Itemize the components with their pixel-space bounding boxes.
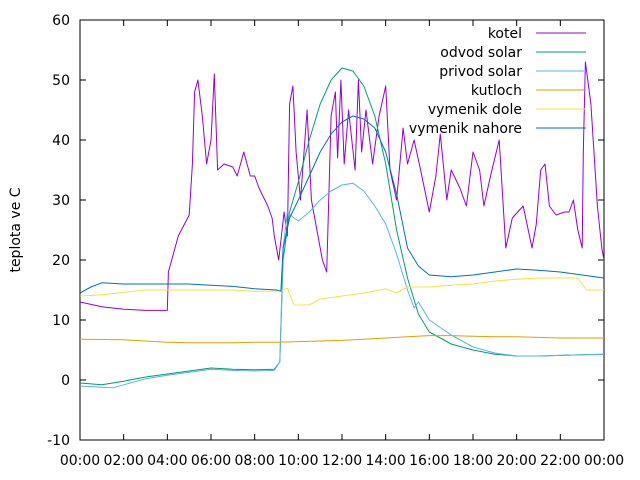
series-layer: [80, 61, 604, 389]
y-axis-label: teplota ve C: [8, 187, 24, 272]
series-line-privod-solar: [80, 182, 604, 389]
y-tick-label: 50: [52, 73, 70, 89]
y-tick-label: -10: [47, 433, 70, 449]
series-line-kutloch: [80, 335, 604, 344]
x-tick-label: 14:00: [365, 453, 405, 469]
legend-label: kutloch: [471, 83, 522, 99]
x-tick-label: 16:00: [409, 453, 449, 469]
series-line-vymenik-nahore: [80, 115, 604, 294]
y-tick-label: 0: [61, 373, 70, 389]
x-tick-label: 18:00: [453, 453, 493, 469]
x-tick-label: 12:00: [322, 453, 362, 469]
x-tick-label: 08:00: [234, 453, 274, 469]
y-tick-label: 20: [52, 253, 70, 269]
x-tick-label: 02:00: [103, 453, 143, 469]
y-axis: -10 0 10 20 30 40 50 60: [47, 13, 604, 449]
x-axis: 00:00 02:00 04:00 06:00 08:00 10:00 12:00 14:00…: [60, 20, 624, 469]
x-tick-label: 00:00: [60, 453, 100, 469]
x-tick-label: 22:00: [540, 453, 580, 469]
x-tick-label: 20:00: [496, 453, 536, 469]
legend-label: vymenik dole: [428, 102, 522, 118]
y-tick-label: 10: [52, 313, 70, 329]
legend: kotel odvod solar privod solar kutloch vymen…: [409, 26, 586, 137]
y-tick-label: 40: [52, 133, 70, 149]
x-tick-label: 04:00: [147, 453, 187, 469]
y-tick-label: 30: [52, 193, 70, 209]
legend-label: privod solar: [439, 64, 522, 80]
legend-label: vymenik nahore: [409, 121, 522, 137]
series-line-vymenik-dole: [80, 277, 604, 306]
y-tick-label: 60: [52, 13, 70, 29]
x-tick-label: 06:00: [191, 453, 231, 469]
series-line-kotel: [80, 61, 604, 311]
series-line-odvod-solar: [80, 67, 604, 386]
legend-label: kotel: [488, 26, 522, 42]
x-tick-label: 10:00: [278, 453, 318, 469]
legend-label: odvod solar: [440, 45, 522, 61]
x-tick-label: 00:00: [584, 453, 624, 469]
